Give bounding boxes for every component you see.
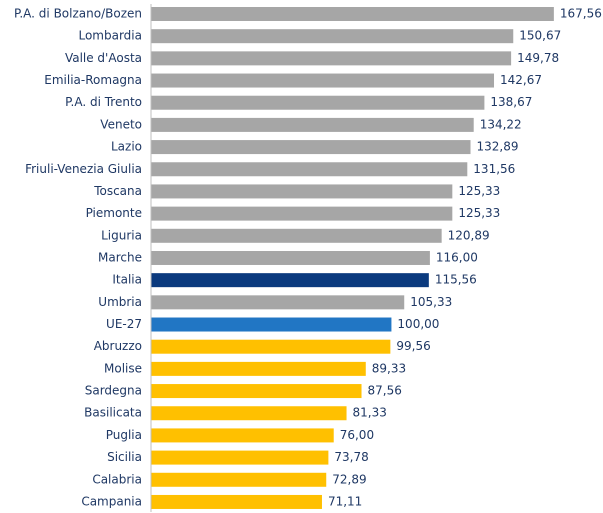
- category-label: Lombardia: [78, 29, 142, 43]
- value-label: 134,22: [480, 117, 522, 131]
- bar: [151, 339, 391, 354]
- category-label: Puglia: [106, 428, 142, 442]
- category-label: Friuli-Venezia Giulia: [25, 162, 142, 176]
- value-label: 81,33: [353, 406, 387, 420]
- bar: [151, 450, 329, 465]
- category-label: Basilicata: [84, 406, 142, 420]
- value-label: 167,56: [560, 7, 602, 21]
- category-label: Molise: [104, 361, 142, 375]
- category-label: Campania: [81, 494, 142, 508]
- bar: [151, 273, 429, 288]
- bar: [151, 361, 366, 376]
- value-label: 132,89: [477, 140, 519, 154]
- value-label: 71,11: [328, 494, 362, 508]
- value-label: 100,00: [397, 317, 439, 331]
- value-label: 76,00: [340, 428, 374, 442]
- bar: [151, 7, 554, 21]
- category-label: Valle d'Aosta: [65, 51, 142, 65]
- bar: [151, 317, 392, 332]
- value-label: 72,89: [332, 472, 366, 486]
- value-label: 105,33: [410, 295, 452, 309]
- category-label: P.A. di Trento: [65, 95, 142, 109]
- bar: [151, 428, 334, 443]
- bar: [151, 494, 322, 509]
- bar: [151, 117, 474, 132]
- value-label: 89,33: [372, 361, 406, 375]
- bar: [151, 228, 442, 243]
- bar: [151, 29, 514, 44]
- bar: [151, 184, 453, 199]
- category-label: Sicilia: [107, 450, 142, 464]
- category-label: UE-27: [106, 317, 142, 331]
- bar: [151, 250, 430, 265]
- value-label: 120,89: [448, 228, 490, 242]
- value-label: 125,33: [458, 184, 500, 198]
- bar: [151, 206, 453, 221]
- category-label: Italia: [112, 273, 142, 287]
- value-label: 87,56: [368, 384, 402, 398]
- bar: [151, 406, 347, 421]
- category-label: Piemonte: [86, 206, 142, 220]
- category-label: Emilia-Romagna: [44, 73, 142, 87]
- category-label: Veneto: [100, 117, 142, 131]
- value-label: 142,67: [500, 73, 542, 87]
- value-label: 149,78: [517, 51, 559, 65]
- value-label: 125,33: [458, 206, 500, 220]
- bar: [151, 95, 485, 110]
- value-label: 99,56: [396, 339, 430, 353]
- value-label: 150,67: [519, 29, 561, 43]
- bar: [151, 51, 512, 66]
- value-label: 131,56: [473, 162, 515, 176]
- category-label: Calabria: [92, 472, 142, 486]
- bar: [151, 384, 362, 399]
- category-label: Toscana: [93, 184, 142, 198]
- value-label: 116,00: [436, 250, 478, 264]
- bar: [151, 472, 327, 487]
- category-label: Abruzzo: [94, 339, 142, 353]
- bar: [151, 140, 471, 155]
- category-label: Umbria: [98, 295, 142, 309]
- category-label: P.A. di Bolzano/Bozen: [14, 7, 142, 21]
- category-label: Liguria: [101, 228, 142, 242]
- value-label: 73,78: [334, 450, 368, 464]
- value-label: 115,56: [435, 273, 477, 287]
- bar: [151, 162, 468, 177]
- category-label: Sardegna: [85, 384, 142, 398]
- bar: [151, 73, 495, 88]
- category-label: Lazio: [111, 140, 142, 154]
- value-label: 138,67: [490, 95, 532, 109]
- category-label: Marche: [98, 250, 142, 264]
- bar: [151, 295, 405, 310]
